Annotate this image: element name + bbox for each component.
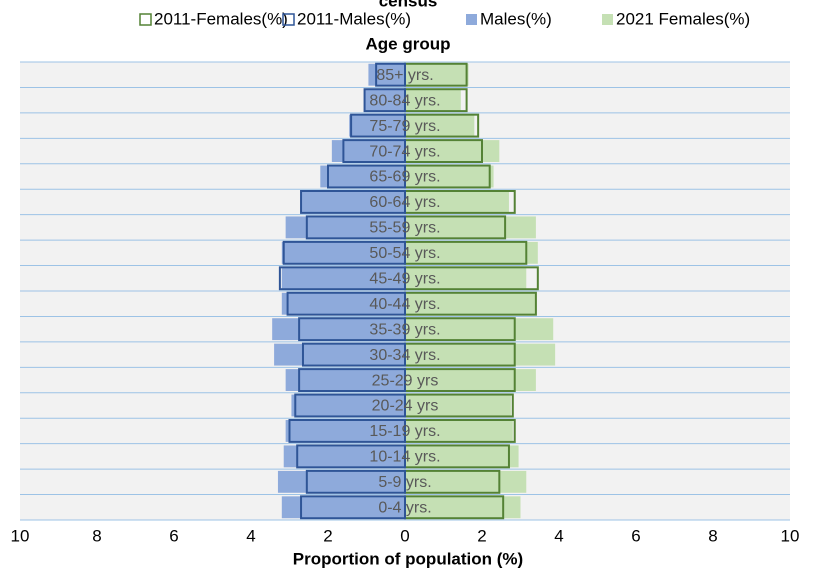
legend-swatch bbox=[139, 13, 152, 26]
category-label: 10-14 yrs. bbox=[369, 449, 440, 466]
x-tick-label: 2 bbox=[477, 526, 486, 545]
bar bbox=[291, 394, 405, 417]
category-label: 45-49 yrs. bbox=[369, 270, 440, 287]
category-label: 85+ yrs. bbox=[376, 67, 433, 84]
bar bbox=[327, 164, 406, 189]
bar bbox=[282, 240, 407, 265]
category-label: 65-69 yrs. bbox=[369, 169, 440, 186]
bar bbox=[288, 419, 406, 443]
bar bbox=[285, 420, 405, 442]
bar bbox=[405, 292, 536, 315]
legend-label: Males(%) bbox=[480, 9, 552, 28]
bar bbox=[405, 114, 475, 137]
x-tick-label: 4 bbox=[246, 526, 255, 545]
category-label: 50-54 yrs. bbox=[369, 245, 440, 262]
legend-item: 2011-Males(%) bbox=[282, 9, 411, 28]
bar bbox=[405, 267, 527, 290]
bar bbox=[298, 368, 406, 392]
bar bbox=[285, 369, 405, 391]
bar bbox=[281, 241, 405, 264]
legend-label: 2021 Females(%) bbox=[616, 9, 750, 28]
bar bbox=[296, 444, 407, 469]
category-label: 75-79 yrs. bbox=[369, 118, 440, 135]
bar bbox=[285, 216, 405, 239]
category-label: 40-44 yrs. bbox=[369, 296, 440, 313]
bar bbox=[300, 495, 406, 520]
bar bbox=[342, 139, 406, 163]
bar bbox=[305, 469, 407, 494]
y-axis-title: Age group bbox=[366, 34, 451, 53]
bar bbox=[405, 369, 536, 391]
legend-label: 2011-Males(%) bbox=[297, 9, 411, 28]
bar bbox=[405, 470, 527, 493]
bar bbox=[277, 470, 405, 493]
legend-swatch bbox=[466, 14, 477, 25]
bar bbox=[405, 216, 536, 239]
bar bbox=[281, 267, 405, 290]
x-tick-label: 6 bbox=[169, 526, 178, 545]
x-tick-label: 6 bbox=[631, 526, 640, 545]
category-label: 25-29 yrs bbox=[372, 372, 439, 389]
chart-title: census bbox=[379, 0, 438, 10]
legend-item: Males(%) bbox=[466, 9, 552, 28]
bar bbox=[405, 420, 513, 442]
x-axis-title: Proportion of population (%) bbox=[293, 549, 523, 568]
bar bbox=[274, 343, 405, 366]
bar bbox=[405, 496, 521, 519]
x-tick-label: 4 bbox=[554, 526, 563, 545]
x-tick-label: 8 bbox=[708, 526, 717, 545]
legend-swatch bbox=[602, 14, 613, 25]
bar bbox=[301, 342, 407, 367]
bar bbox=[368, 63, 405, 86]
bar bbox=[281, 496, 405, 519]
bar bbox=[405, 63, 469, 86]
bar bbox=[301, 191, 405, 213]
bar bbox=[405, 165, 494, 188]
bar bbox=[375, 62, 406, 87]
x-tick-label: 0 bbox=[400, 526, 409, 545]
legend-item: 2021 Females(%) bbox=[602, 9, 750, 28]
bar bbox=[283, 445, 405, 468]
category-label: 5-9 yrs. bbox=[378, 474, 431, 491]
bar bbox=[405, 241, 538, 264]
x-tick-label: 8 bbox=[92, 526, 101, 545]
category-label: 70-74 yrs. bbox=[369, 143, 440, 160]
legend-swatch bbox=[282, 13, 295, 26]
bar bbox=[286, 291, 407, 316]
x-tick-label: 10 bbox=[11, 526, 30, 545]
category-label: 15-19 yrs. bbox=[369, 423, 440, 440]
bar bbox=[405, 318, 554, 341]
x-tick-label: 2 bbox=[323, 526, 332, 545]
bar bbox=[281, 292, 405, 315]
bar bbox=[320, 165, 405, 188]
category-label: 60-64 yrs. bbox=[369, 194, 440, 211]
bar bbox=[278, 266, 406, 291]
legend-item: 2011-Females(%) bbox=[139, 9, 288, 28]
bar bbox=[405, 394, 511, 417]
category-label: 55-59 yrs. bbox=[369, 220, 440, 237]
bar bbox=[405, 445, 519, 468]
bar bbox=[298, 317, 406, 342]
bar bbox=[363, 88, 407, 113]
legend-label: 2011-Females(%) bbox=[154, 9, 288, 28]
bar bbox=[405, 89, 461, 112]
bar bbox=[294, 393, 406, 418]
bar bbox=[300, 190, 406, 214]
category-label: 30-34 yrs. bbox=[369, 347, 440, 364]
bar bbox=[272, 318, 405, 341]
bar bbox=[405, 343, 556, 366]
bar bbox=[364, 89, 405, 112]
bar bbox=[350, 113, 407, 138]
bar bbox=[349, 114, 405, 137]
category-label: 80-84 yrs. bbox=[369, 92, 440, 109]
bar bbox=[405, 191, 509, 213]
x-tick-label: 10 bbox=[781, 526, 800, 545]
bar bbox=[331, 140, 405, 162]
bar bbox=[405, 140, 500, 162]
bar bbox=[305, 215, 407, 240]
category-label: 0-4 yrs. bbox=[378, 499, 431, 516]
category-label: 20-24 yrs bbox=[372, 398, 439, 415]
category-label: 35-39 yrs. bbox=[369, 321, 440, 338]
